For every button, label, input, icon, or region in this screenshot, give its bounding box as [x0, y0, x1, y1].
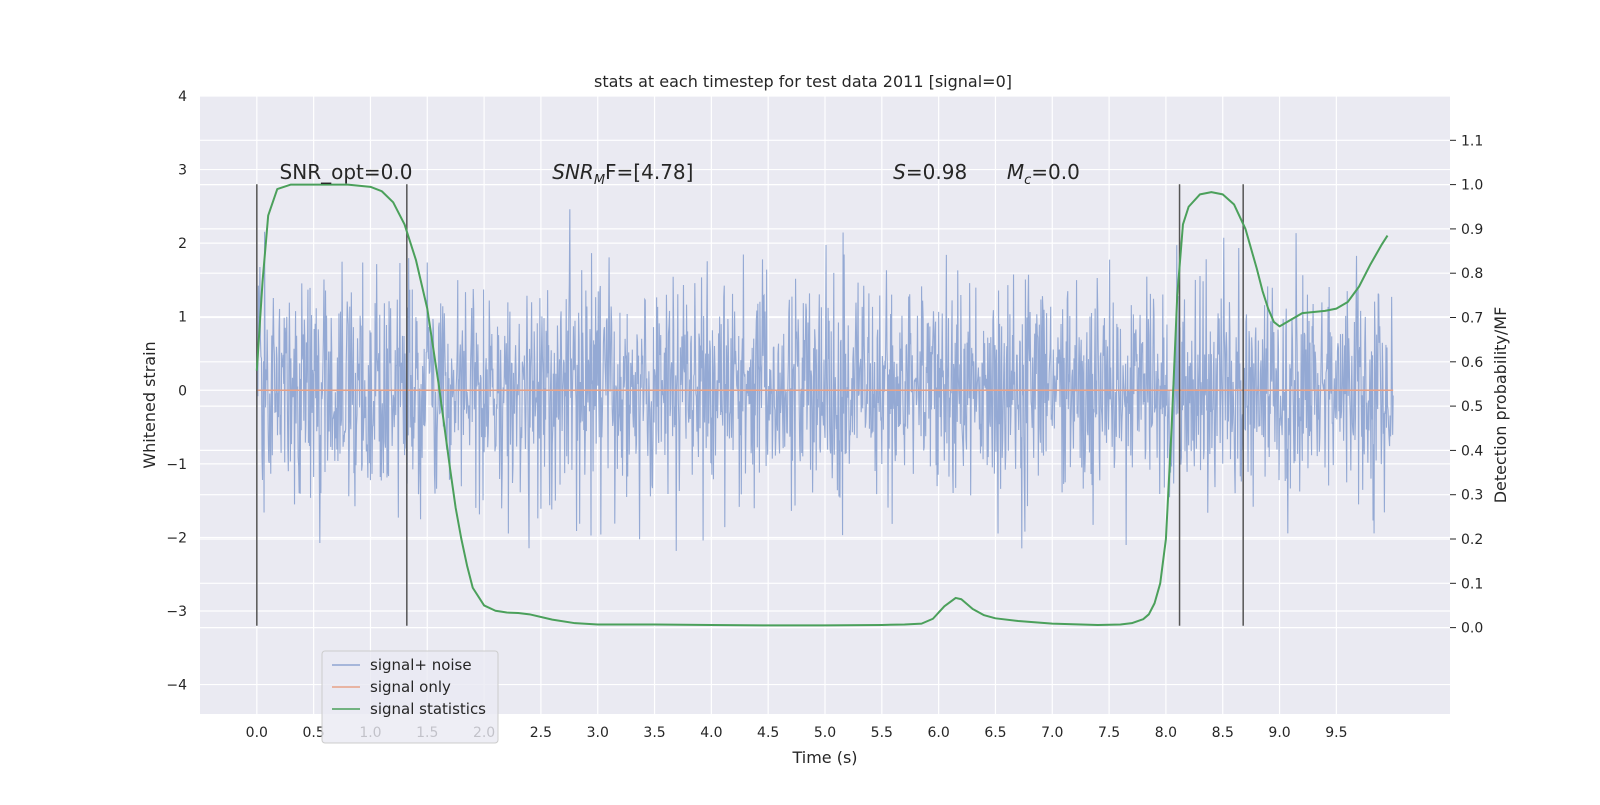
annotation-mc-value: =0.0 [1031, 160, 1080, 184]
x-axis-label: Time (s) [791, 748, 857, 767]
annotation-mc-subscript: c [1024, 173, 1031, 188]
y2-tick-label: 0.0 [1461, 621, 1483, 637]
y-tick-label: 1 [178, 310, 187, 326]
annotation-snr-mf: SNRMF=[4.78] [552, 160, 693, 188]
x-tick-label: 4.5 [757, 725, 779, 741]
x-tick-label: 5.5 [871, 725, 893, 741]
y2-tick-label: 1.0 [1461, 178, 1483, 194]
annotation-s-base: S [893, 160, 906, 184]
legend-label-signal-plus-noise: signal+ noise [370, 656, 472, 674]
legend-box [321, 650, 499, 744]
x-tick-label: 8.5 [1212, 725, 1234, 741]
x-tick-label: 2.5 [530, 725, 552, 741]
y2-tick-label: 0.6 [1461, 355, 1483, 371]
y-tick-label: 4 [178, 89, 187, 105]
y-tick-label: 0 [178, 383, 187, 399]
x-tick-label: 8.0 [1155, 725, 1177, 741]
x-tick-label: 3.0 [587, 725, 609, 741]
x-tick-label: 7.5 [1098, 725, 1120, 741]
x-tick-label: 0.5 [303, 725, 325, 741]
y2-tick-label: 0.4 [1461, 443, 1483, 459]
series-signal-statistics [255, 183, 1389, 627]
annotation-mc-base: M [1007, 160, 1024, 184]
y2-tick-label: 0.3 [1461, 488, 1483, 504]
annotations: SNR_opt=0.0 SNRMF=[4.78] S=0.98 Mc=0.0 [280, 160, 1080, 188]
annotation-s-value: =0.98 [906, 160, 967, 184]
y2-tick-label: 0.8 [1461, 266, 1483, 282]
annotation-mc: Mc=0.0 [1007, 160, 1080, 188]
y-tick-label: −2 [166, 530, 187, 546]
y2-tick-label: 0.7 [1461, 311, 1483, 327]
y-axis-ticks: 4 3 2 1 0 −1 −2 −3 −4 [166, 89, 187, 694]
stats-line [255, 183, 1389, 627]
x-tick-label: 9.5 [1325, 725, 1347, 741]
x-tick-label: 5.0 [814, 725, 836, 741]
noise-trace [256, 209, 1394, 551]
y2-axis-ticks: 1.1 1.0 0.9 0.8 0.7 0.6 0.5 0.4 0.3 0.2 0.1 0.0 [1450, 133, 1483, 637]
y-tick-label: 3 [178, 163, 187, 179]
x-tick-label: 9.0 [1268, 725, 1290, 741]
y2-axis-label: Detection probability/MF [1491, 307, 1510, 504]
x-tick-label: 6.5 [984, 725, 1006, 741]
legend-label-signal-only: signal only [370, 678, 451, 696]
x-tick-label: 6.0 [928, 725, 950, 741]
annotation-snr-mf-value: F=[4.78] [605, 160, 693, 184]
y2-tick-label: 0.1 [1461, 576, 1483, 592]
y2-tick-label: 0.2 [1461, 532, 1483, 548]
y-axis-label: Whitened strain [140, 341, 159, 468]
x-tick-label: 4.0 [700, 725, 722, 741]
x-tick-label: 7.0 [1041, 725, 1063, 741]
x-tick-label: 3.5 [643, 725, 665, 741]
chart-title: stats at each timestep for test data 201… [594, 72, 1012, 91]
x-tick-label: 0.0 [246, 725, 268, 741]
y-tick-label: 2 [178, 236, 187, 252]
annotation-snr-mf-base: SNR [552, 160, 594, 184]
annotation-snr-opt: SNR_opt=0.0 [280, 160, 413, 184]
series-signal-plus-noise [256, 209, 1394, 551]
legend: signal+ noise signal only signal statist… [321, 650, 499, 744]
vertical-markers [256, 184, 1244, 626]
y-tick-label: −1 [166, 457, 187, 473]
y2-tick-label: 0.9 [1461, 222, 1483, 238]
y-tick-label: −4 [166, 678, 187, 694]
annotation-s: S=0.98 [893, 160, 967, 184]
y-tick-label: −3 [166, 604, 187, 620]
y2-tick-label: 1.1 [1461, 133, 1483, 149]
y2-tick-label: 0.5 [1461, 399, 1483, 415]
annotation-snr-mf-subscript: M [594, 173, 605, 188]
legend-label-signal-statistics: signal statistics [370, 700, 486, 718]
